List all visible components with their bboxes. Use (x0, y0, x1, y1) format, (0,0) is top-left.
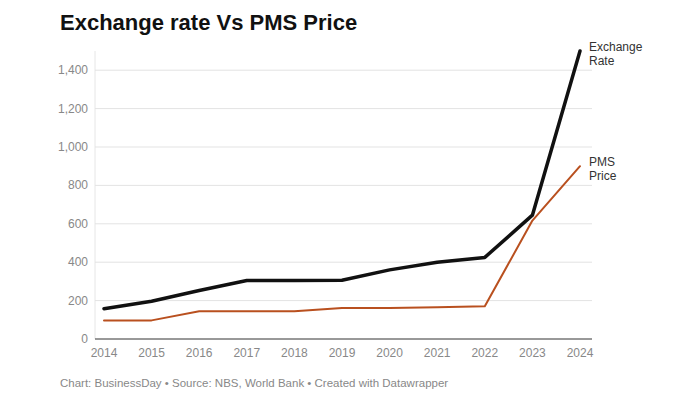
x-tick-label: 2014 (91, 346, 118, 360)
y-tick-label: 0 (81, 332, 88, 346)
y-tick-label: 200 (68, 294, 88, 308)
y-tick-label: 1,200 (58, 102, 88, 116)
x-tick-label: 2020 (376, 346, 403, 360)
x-tick-label: 2023 (519, 346, 546, 360)
grid-line (95, 262, 592, 263)
x-tick-label: 2022 (471, 346, 498, 360)
grid-line (95, 108, 592, 109)
title: Exchange rate Vs PMS Price (60, 10, 357, 35)
x-tick-label: 2019 (329, 346, 356, 360)
grid-line (95, 147, 592, 148)
series-line (104, 166, 580, 320)
grid-line (95, 339, 592, 340)
y-tick-label: 1,400 (58, 63, 88, 77)
y-tick-label: 600 (68, 217, 88, 231)
y-tick-label: 400 (68, 255, 88, 269)
series-line (104, 51, 580, 309)
y-tick-label: 1,000 (58, 140, 88, 154)
series-label-line: Rate (589, 54, 615, 68)
x-tick-label: 2016 (186, 346, 213, 360)
x-tick-label: 2015 (138, 346, 165, 360)
y-axis-line (95, 51, 96, 339)
grid-line (95, 185, 592, 186)
x-tick-label: 2024 (567, 346, 594, 360)
source: Chart: BusinessDay • Source: NBS, World … (60, 377, 448, 389)
series-label-line: Exchange (589, 40, 643, 54)
series-label-line: PMS (589, 155, 615, 169)
x-tick-label: 2017 (233, 346, 260, 360)
series-label: PMSPrice (589, 155, 617, 183)
grid-line (95, 300, 592, 301)
y-tick-label: 800 (68, 178, 88, 192)
x-tick-label: 2018 (281, 346, 308, 360)
plot-area (104, 51, 580, 320)
series-label: ExchangeRate (589, 40, 643, 68)
x-tick-label: 2021 (424, 346, 451, 360)
grid-line (95, 70, 592, 71)
series-label-line: Price (589, 169, 617, 183)
grid-line (95, 223, 592, 224)
